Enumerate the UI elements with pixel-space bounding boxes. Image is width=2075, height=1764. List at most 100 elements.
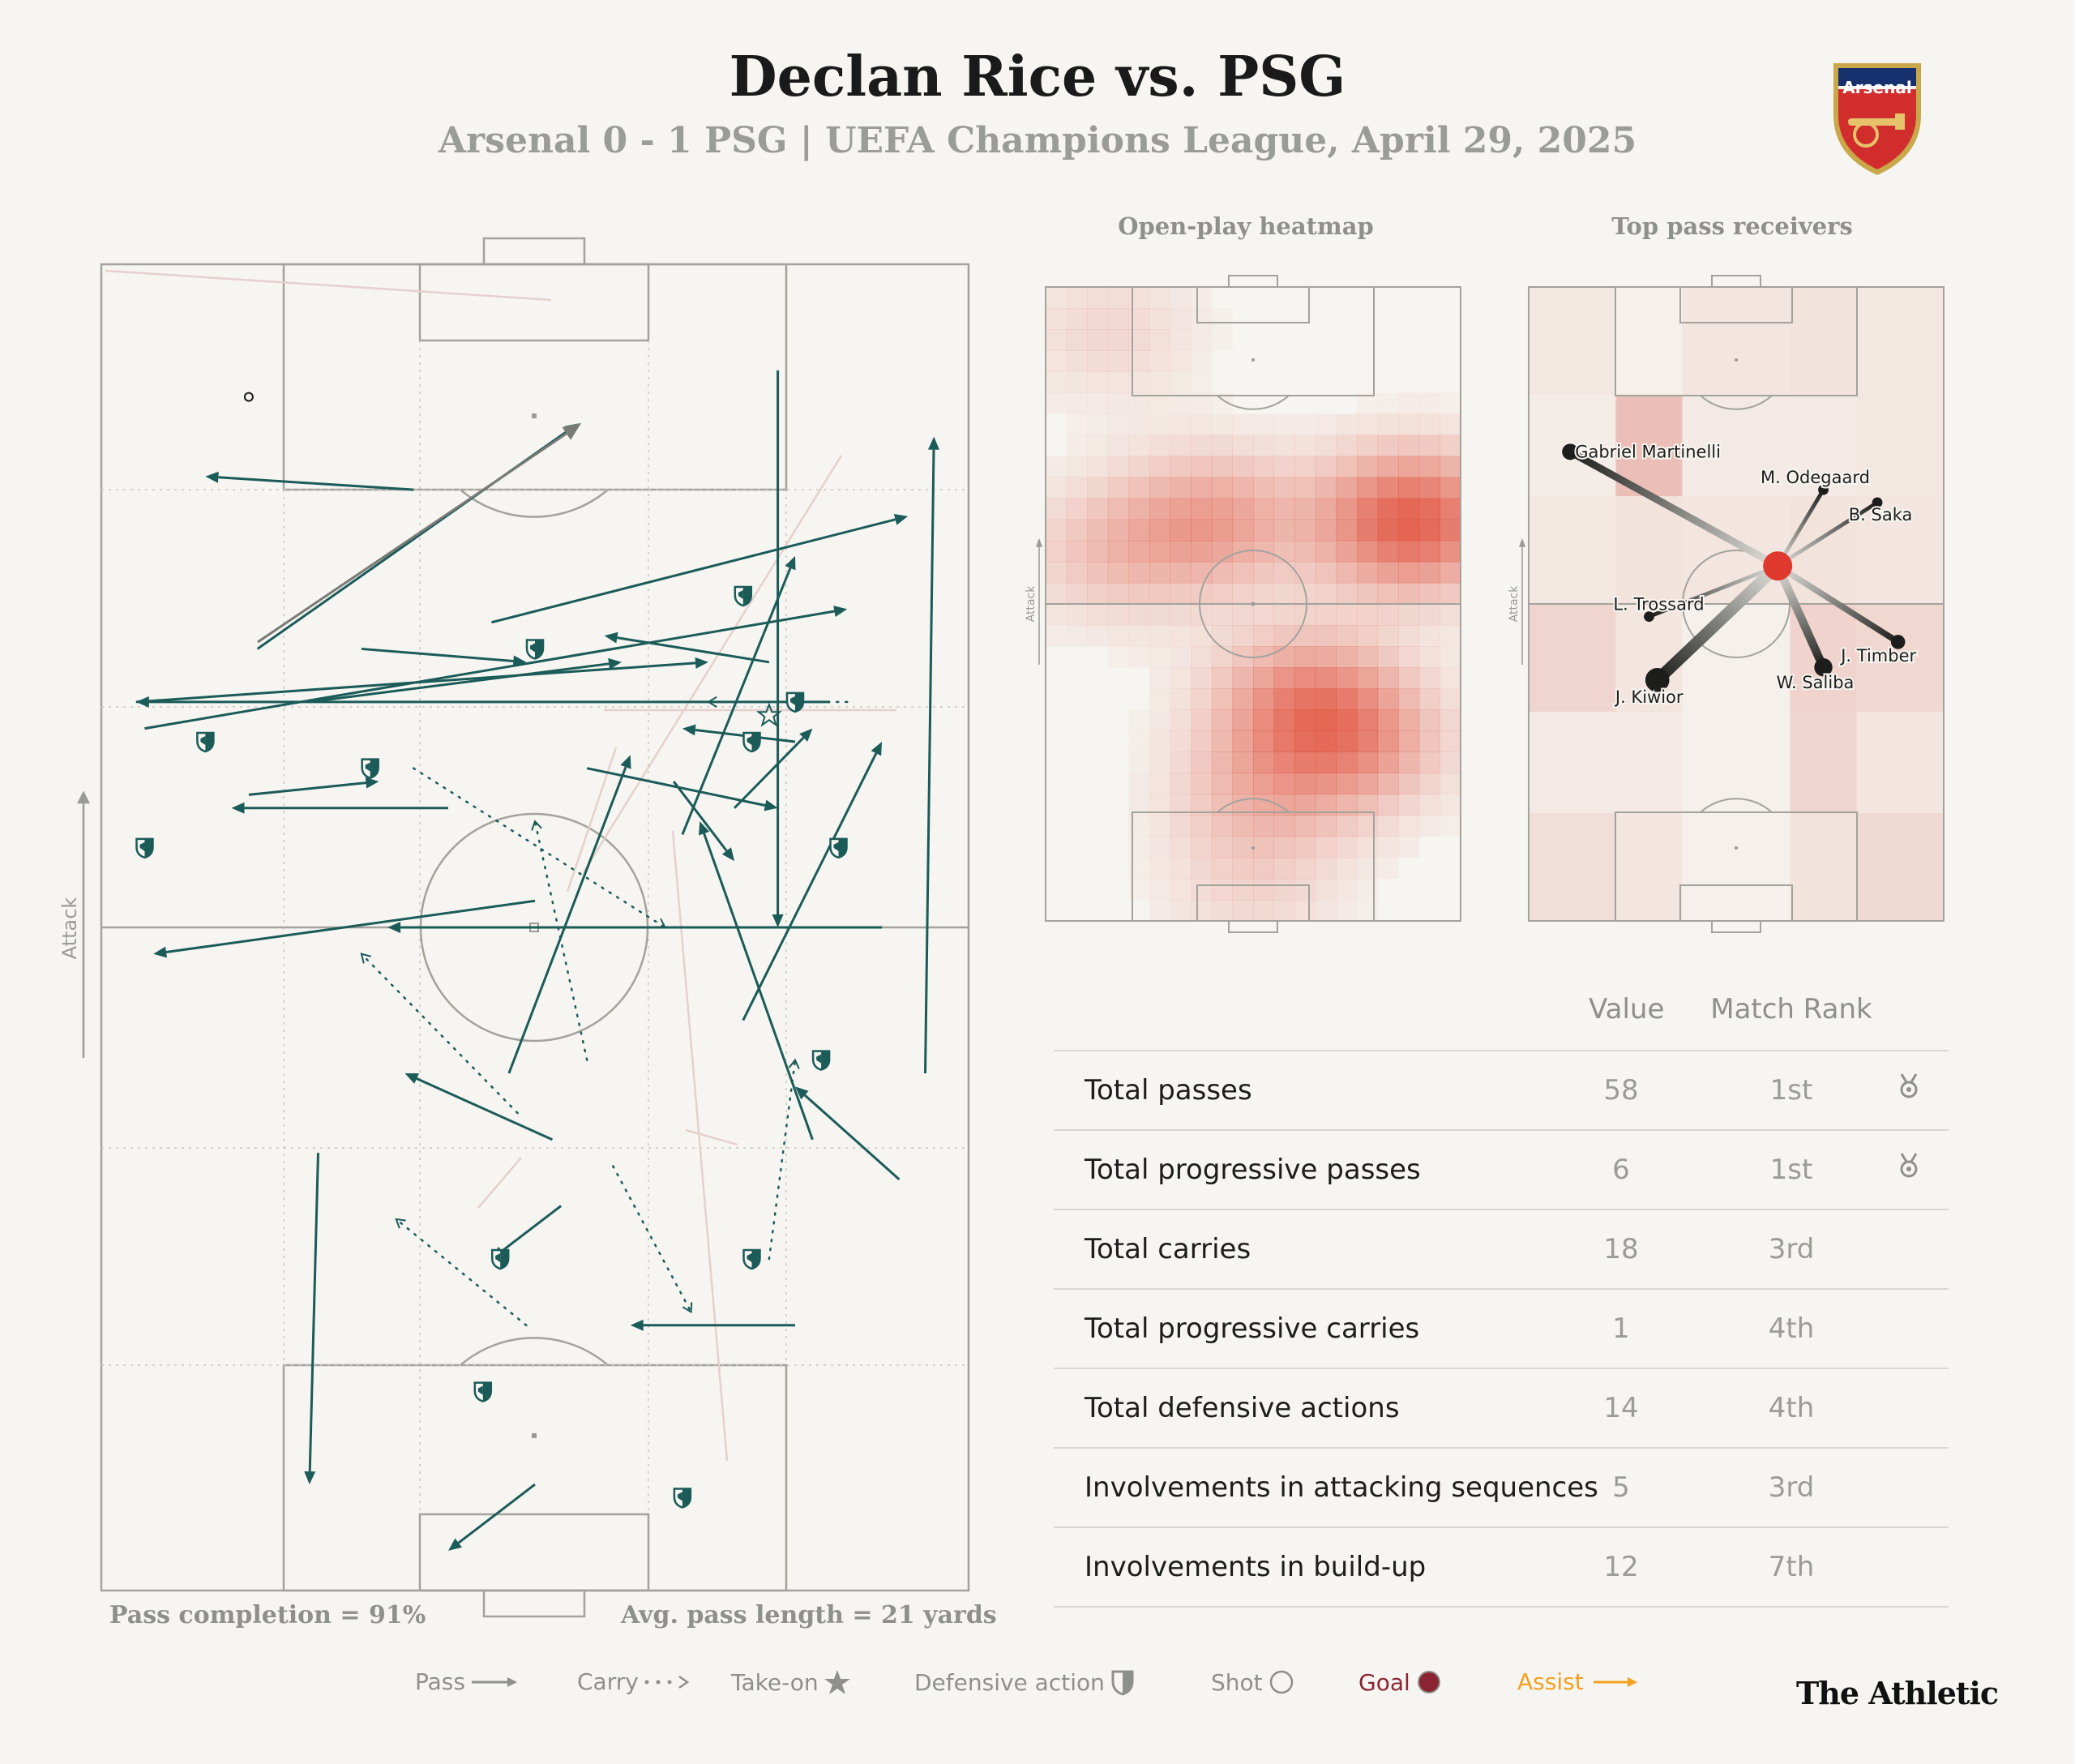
heat-cell [1170, 604, 1192, 626]
heat-cell [1273, 857, 1295, 880]
heat-cell [1398, 646, 1420, 668]
heat-cell [1418, 435, 1440, 457]
receiver-link [1774, 563, 1902, 645]
heat-cell [1315, 456, 1337, 478]
heat-cell [1232, 435, 1254, 457]
heat-cell [1253, 709, 1275, 731]
heat-cell [1170, 287, 1192, 309]
heat-cell [1273, 751, 1295, 774]
heat-cell [1066, 435, 1088, 457]
pass-arrow [135, 657, 708, 704]
heat-cell [1440, 498, 1461, 520]
stat-value: 14 [1603, 1392, 1639, 1424]
heat-cell [1336, 498, 1358, 520]
heat-cell [1418, 477, 1440, 499]
heat-cell [1170, 582, 1192, 605]
heat-cell [1398, 540, 1420, 563]
heat-cell [1440, 435, 1461, 457]
heat-cell [1128, 582, 1150, 605]
heat-cell [1066, 604, 1088, 626]
receiver-label: Gabriel Martinelli [1575, 442, 1721, 461]
receiver-link [1647, 563, 1780, 619]
heat-cell [1211, 435, 1233, 457]
heat-cell [1066, 582, 1088, 605]
heat-cell [1232, 561, 1254, 584]
pass-arrow [205, 471, 414, 491]
heat-cell [1149, 688, 1171, 710]
stat-row: Total progressive carries 1 4th [1054, 1288, 1949, 1368]
heat-cell [1398, 751, 1420, 774]
shield-icon [811, 1050, 831, 1071]
heat-cell [1107, 350, 1129, 372]
heat-cell [1087, 604, 1109, 626]
heat-cell [1336, 667, 1358, 689]
heat-cell [1232, 604, 1254, 626]
heat-cell [1377, 815, 1399, 837]
heat-cell [1211, 413, 1233, 435]
heat-cell [1191, 751, 1213, 774]
heat-cell [1253, 751, 1275, 774]
heat-cell [1253, 857, 1275, 880]
shield-icon [490, 1248, 510, 1270]
heat-cell [1211, 604, 1233, 626]
heat-cell [1398, 815, 1420, 837]
heat-cell [1273, 413, 1295, 435]
stat-label: Involvements in build-up [1085, 1551, 1427, 1583]
heat-cell [1398, 413, 1420, 435]
receiver-zone [1529, 287, 1616, 395]
heat-cell [1087, 371, 1109, 393]
heat-cell [1294, 625, 1316, 647]
heat-cell [1170, 815, 1192, 837]
heat-cell [1273, 773, 1295, 795]
heat-cell [1398, 709, 1420, 731]
heat-cell [1253, 498, 1275, 520]
heat-cell [1315, 667, 1337, 689]
heat-cell [1170, 878, 1192, 901]
penalty-spot-bottom [532, 1433, 537, 1438]
heat-cell [1211, 540, 1233, 563]
heat-cell [1253, 456, 1275, 478]
heat-cell [1357, 477, 1379, 499]
heat-cell [1336, 625, 1358, 647]
heat-cell [1128, 435, 1150, 457]
heat-cell [1253, 815, 1275, 837]
heat-cell [1294, 540, 1316, 563]
heat-cell [1087, 456, 1109, 478]
heat-cell [1440, 604, 1461, 626]
heat-cell [1440, 392, 1461, 414]
heat-cell [1191, 371, 1213, 393]
heat-cell [1294, 456, 1316, 478]
legend-goal-label: Goal [1358, 1668, 1410, 1696]
heat-cell [1273, 582, 1295, 605]
stat-rank: 3rd [1768, 1471, 1815, 1504]
stats-table: Value Match Rank Total passes 58 1st Total … [1054, 969, 1949, 1608]
heat-cell [1418, 815, 1440, 837]
receiver-zone [1790, 287, 1857, 395]
heat-cell [1273, 477, 1295, 499]
heat-cell [1357, 815, 1379, 837]
heat-cell [1149, 329, 1171, 351]
heat-cell [1066, 392, 1088, 414]
receiver-label: J. Kiwior [1614, 687, 1684, 707]
heat-cell [1398, 561, 1420, 584]
heat-cell [1170, 773, 1192, 795]
heat-cell [1170, 625, 1192, 647]
heat-cell [1107, 604, 1129, 626]
receiver-label: M. Odegaard [1761, 468, 1870, 487]
heat-cell [1191, 329, 1213, 351]
heat-cell [1191, 308, 1213, 330]
heat-cell [1253, 730, 1275, 752]
stat-value: 58 [1603, 1074, 1639, 1107]
heat-cell [1170, 308, 1192, 330]
heat-cell [1315, 857, 1337, 880]
legend-take-on: Take-on [731, 1668, 851, 1696]
heat-cell [1440, 625, 1461, 647]
heat-cell [1440, 582, 1461, 605]
heat-cell [1315, 498, 1337, 520]
heat-cell [1149, 519, 1171, 542]
heat-cell [1398, 519, 1420, 542]
heat-cell [1191, 878, 1213, 901]
heat-cell [1315, 815, 1337, 837]
heat-cell [1149, 477, 1171, 499]
heat-cell [1191, 561, 1213, 584]
